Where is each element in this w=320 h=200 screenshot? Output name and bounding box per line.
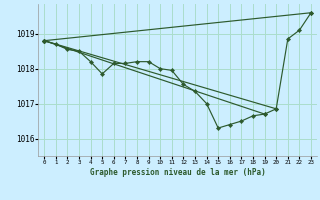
X-axis label: Graphe pression niveau de la mer (hPa): Graphe pression niveau de la mer (hPa) — [90, 168, 266, 177]
